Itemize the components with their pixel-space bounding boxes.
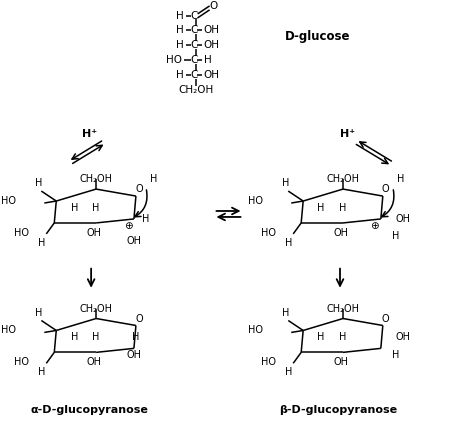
Text: C: C (190, 40, 198, 50)
Text: H: H (70, 203, 78, 213)
Text: H: H (282, 178, 289, 188)
Text: H⁺: H⁺ (81, 129, 97, 139)
Text: ⊕: ⊕ (124, 221, 132, 231)
Text: H: H (92, 333, 100, 343)
Text: OH: OH (334, 228, 348, 238)
Text: D-glucose: D-glucose (285, 30, 351, 43)
Text: OH: OH (127, 350, 141, 360)
Text: H: H (35, 178, 42, 188)
Text: HO: HO (261, 357, 276, 367)
Text: HO: HO (248, 196, 263, 206)
Text: OH: OH (127, 236, 141, 246)
Text: H: H (317, 333, 325, 343)
Text: OH: OH (204, 25, 219, 35)
Text: H: H (176, 11, 184, 21)
Text: CH₂OH: CH₂OH (178, 84, 213, 94)
Text: C: C (190, 55, 198, 65)
Text: H: H (176, 25, 184, 35)
Text: H: H (150, 174, 158, 184)
Text: HO: HO (14, 357, 29, 367)
Text: OH: OH (204, 70, 219, 80)
Text: OH: OH (395, 333, 410, 343)
Text: H: H (132, 333, 139, 343)
Text: OH: OH (395, 214, 410, 224)
Text: OH: OH (334, 357, 348, 367)
Text: C: C (190, 11, 198, 21)
Text: H: H (176, 40, 184, 50)
Text: O: O (135, 184, 143, 194)
Text: H: H (339, 203, 347, 213)
Text: α-D-glucopyranose: α-D-glucopyranose (30, 405, 148, 415)
Text: OH: OH (204, 40, 219, 50)
Text: H: H (38, 238, 45, 248)
Text: HO: HO (14, 228, 29, 238)
Text: H: H (285, 367, 292, 377)
Text: HO: HO (1, 326, 16, 336)
Text: O: O (382, 184, 390, 194)
Text: H⁺: H⁺ (340, 129, 356, 139)
Text: C: C (190, 70, 198, 80)
Text: H: H (282, 307, 289, 317)
Text: CH₂OH: CH₂OH (79, 174, 113, 184)
Text: H: H (392, 231, 399, 241)
Text: H: H (285, 238, 292, 248)
Text: HO: HO (248, 326, 263, 336)
Text: HO: HO (1, 196, 16, 206)
Text: H: H (38, 367, 45, 377)
Text: HO: HO (166, 55, 182, 65)
Text: O: O (209, 1, 218, 11)
Text: ⊕: ⊕ (370, 221, 379, 231)
Text: O: O (382, 313, 390, 323)
Text: H: H (339, 333, 347, 343)
Text: H: H (142, 214, 149, 224)
Text: H: H (392, 350, 399, 360)
Text: C: C (190, 25, 198, 35)
Text: O: O (135, 313, 143, 323)
Text: H: H (317, 203, 325, 213)
Text: CH₂OH: CH₂OH (327, 304, 359, 313)
Text: HO: HO (261, 228, 276, 238)
Text: H: H (204, 55, 211, 65)
Text: OH: OH (87, 357, 101, 367)
Text: CH₂OH: CH₂OH (79, 304, 113, 313)
Text: H: H (70, 333, 78, 343)
Text: H: H (35, 307, 42, 317)
Text: β-D-glucopyranose: β-D-glucopyranose (279, 405, 397, 415)
Text: H: H (397, 174, 405, 184)
Text: H: H (92, 203, 100, 213)
Text: H: H (176, 70, 184, 80)
Text: CH₂OH: CH₂OH (327, 174, 359, 184)
Text: OH: OH (87, 228, 101, 238)
